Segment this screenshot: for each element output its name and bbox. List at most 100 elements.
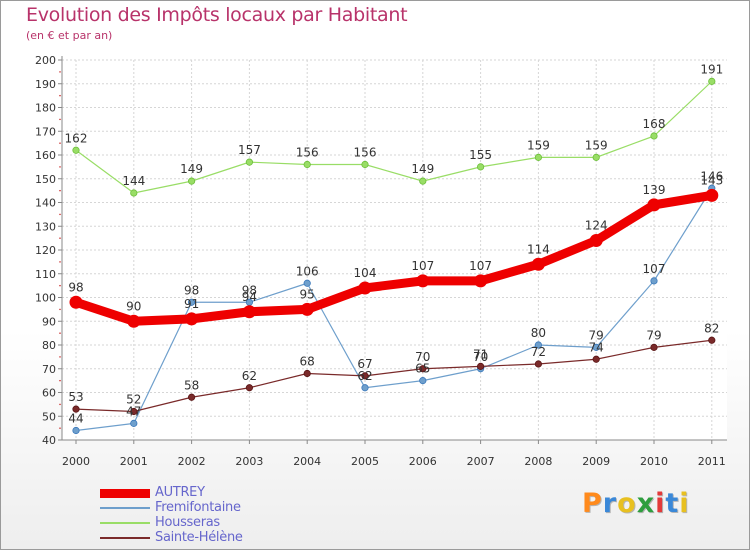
data-label-housseras: 156: [296, 146, 319, 160]
data-point-housseras: [303, 160, 311, 169]
y-tick-label: 60: [42, 387, 56, 400]
data-label-sainte-h-l-ne: 53: [68, 390, 83, 404]
data-label-fremifontaine: 65: [415, 362, 430, 376]
y-tick-label: 120: [35, 244, 56, 257]
data-label-fremifontaine: 44: [68, 412, 83, 426]
data-label-autrey: 139: [643, 183, 666, 197]
data-label-fremifontaine: 106: [296, 264, 319, 278]
data-point-sainte-h-l-ne: [72, 405, 80, 413]
data-label-sainte-h-l-ne: 82: [704, 321, 719, 335]
data-point-housseras: [708, 77, 716, 85]
legend-swatch: [100, 507, 150, 509]
logo-letter: i: [679, 488, 690, 519]
data-label-autrey: 107: [469, 259, 492, 273]
data-point-fremifontaine: [534, 341, 543, 349]
data-point-autrey: [705, 188, 719, 202]
data-label-autrey: 91: [184, 297, 199, 311]
y-tick-label: 140: [35, 197, 56, 210]
data-label-autrey: 107: [411, 259, 434, 273]
data-point-fremifontaine: [361, 384, 369, 392]
data-label-fremifontaine: 80: [531, 326, 546, 340]
chart-legend: AUTREY Fremifontaine Housseras Sainte-Hélèn…: [100, 485, 350, 546]
data-label-housseras: 168: [643, 117, 666, 131]
y-minor-tick: [59, 261, 61, 263]
data-label-housseras: 157: [238, 143, 261, 157]
data-point-autrey: [127, 314, 141, 328]
series-line-housseras: [75, 80, 713, 194]
data-point-sainte-h-l-ne: [650, 343, 658, 351]
data-point-sainte-h-l-ne: [188, 393, 196, 401]
data-point-housseras: [245, 158, 253, 166]
y-tick-label: 190: [35, 78, 56, 91]
data-point-fremifontaine: [650, 277, 658, 285]
data-point-autrey: [185, 312, 199, 326]
data-point-sainte-h-l-ne: [708, 336, 716, 344]
y-minor-tick: [59, 71, 61, 73]
data-label-housseras: 159: [527, 138, 550, 152]
data-label-fremifontaine: 98: [184, 283, 199, 297]
data-label-fremifontaine: 70: [473, 350, 488, 364]
data-label-housseras: 149: [180, 162, 203, 176]
data-point-sainte-h-l-ne: [592, 355, 600, 363]
data-label-autrey: 114: [527, 242, 550, 256]
data-label-sainte-h-l-ne: 72: [531, 345, 546, 359]
data-point-autrey: [589, 234, 603, 247]
series-line-sainte-h-l-ne: [75, 339, 713, 413]
y-tick-label: 90: [42, 315, 56, 328]
data-label-housseras: 191: [700, 62, 723, 76]
y-tick-label: 130: [35, 220, 56, 233]
legend-label: AUTREY: [155, 485, 205, 500]
data-point-sainte-h-l-ne: [245, 384, 253, 392]
y-minor-tick: [59, 94, 61, 97]
legend-swatch: [100, 522, 150, 524]
data-label-sainte-h-l-ne: 71: [473, 347, 488, 361]
x-tick-label: 2006: [409, 455, 437, 468]
y-tick-label: 70: [42, 363, 56, 376]
y-minor-tick: [59, 332, 61, 334]
data-label-fremifontaine: 79: [589, 328, 604, 342]
data-point-fremifontaine: [419, 377, 427, 385]
data-point-sainte-h-l-ne: [361, 372, 369, 380]
y-minor-tick: [59, 379, 61, 382]
x-tick-label: 2001: [120, 455, 148, 468]
data-label-sainte-h-l-ne: 79: [646, 328, 661, 342]
y-tick-label: 180: [35, 102, 56, 115]
x-tick-label: 2000: [62, 455, 90, 468]
legend-item: Housseras: [100, 515, 350, 531]
legend-label: Sainte-Hélène: [155, 530, 243, 545]
data-point-housseras: [419, 177, 427, 185]
data-label-autrey: 124: [585, 219, 608, 233]
y-minor-tick: [59, 189, 61, 192]
y-minor-tick: [59, 118, 61, 121]
data-point-sainte-h-l-ne: [534, 360, 543, 368]
logo-letter: o: [617, 488, 637, 519]
logo-letter: x: [636, 488, 656, 519]
x-tick-label: 2010: [640, 455, 668, 468]
data-label-housseras: 144: [122, 174, 145, 188]
data-point-fremifontaine: [592, 343, 600, 351]
data-point-housseras: [534, 153, 543, 161]
data-label-autrey: 95: [300, 287, 315, 301]
data-label-autrey: 104: [354, 266, 377, 280]
data-point-housseras: [188, 177, 196, 185]
y-tick-label: 160: [35, 149, 56, 162]
legend-item: Fremifontaine: [100, 500, 350, 516]
y-tick-label: 100: [35, 292, 56, 305]
x-tick-label: 2003: [235, 455, 263, 468]
data-label-autrey: 143: [700, 173, 723, 187]
data-point-fremifontaine: [303, 279, 311, 287]
data-point-autrey: [531, 257, 545, 271]
data-point-housseras: [650, 132, 658, 140]
logo-letter: P: [582, 488, 603, 519]
data-point-autrey: [647, 198, 661, 212]
x-tick-label: 2008: [524, 455, 552, 468]
data-point-autrey: [69, 295, 83, 309]
data-label-sainte-h-l-ne: 67: [357, 357, 372, 371]
data-point-sainte-h-l-ne: [303, 369, 311, 378]
data-label-housseras: 149: [411, 162, 434, 176]
data-label-sainte-h-l-ne: 52: [126, 393, 141, 407]
legend-item: AUTREY: [100, 485, 350, 501]
y-tick-label: 170: [35, 125, 56, 138]
data-point-housseras: [72, 146, 80, 154]
data-point-autrey: [416, 274, 430, 288]
